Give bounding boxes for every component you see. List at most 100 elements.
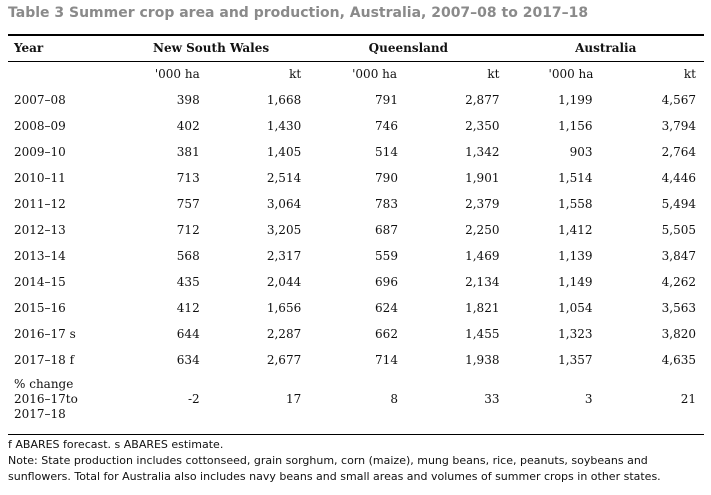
region-header-australia: Australia — [575, 41, 637, 55]
table-cell: 1,342 — [465, 145, 500, 159]
unit-prod-nsw: kt — [289, 67, 302, 81]
table-row: 2011–12 757 3,064 783 2,379 1,558 5,494 — [8, 191, 704, 217]
table-cell: 714 — [375, 353, 398, 367]
table-row: 2014–15 435 2,044 696 2,134 1,149 4,262 — [8, 269, 704, 295]
percent-change-row: % change 2016–17to 2017–18 -2 17 8 33 3 21 — [8, 373, 704, 425]
table-cell: 696 — [375, 275, 398, 289]
table-cell: 713 — [176, 171, 200, 185]
table-cell: 412 — [176, 301, 200, 315]
table-cell: 903 — [569, 145, 593, 159]
table-cell: 1,668 — [266, 93, 302, 107]
table-cell: 1,455 — [465, 327, 500, 341]
units-blank — [8, 61, 113, 87]
table-cell: 1,656 — [266, 301, 302, 315]
table-cell: 790 — [375, 171, 398, 185]
table-cell: 746 — [375, 119, 398, 133]
table-cell: 1,357 — [558, 353, 593, 367]
table-cell: 381 — [176, 145, 200, 159]
header-rule — [8, 61, 704, 62]
region-header-nsw: New South Wales — [153, 41, 270, 55]
table-row: 2009–10 381 1,405 514 1,342 903 2,764 — [8, 139, 704, 165]
table-row: 2013–14 568 2,317 559 1,469 1,139 3,847 — [8, 243, 704, 269]
table-cell: 757 — [176, 197, 200, 211]
table-cell: 662 — [375, 327, 398, 341]
percent-change-label-line: 2016–17to — [14, 391, 78, 406]
table-cell: 398 — [176, 93, 200, 107]
percent-change-cell: -2 — [188, 392, 200, 406]
table-cell: 3,205 — [266, 223, 302, 237]
table-cell: 3,847 — [661, 249, 696, 263]
bottom-rule — [8, 434, 704, 435]
region-header-qld: Queensland — [368, 41, 449, 55]
table-cell: 2,044 — [266, 275, 302, 289]
table-cell: 1,156 — [558, 119, 593, 133]
table-cell: 4,262 — [661, 275, 696, 289]
summer-crop-table: Year New South Wales Queensland Australi… — [8, 35, 704, 425]
table-cell: 5,505 — [661, 223, 696, 237]
table-cell: 2,287 — [266, 327, 302, 341]
percent-change-cell: 3 — [584, 392, 593, 406]
table-row: 2008–09 402 1,430 746 2,350 1,156 3,794 — [8, 113, 704, 139]
table-cell: 1,430 — [266, 119, 302, 133]
row-year: 2012–13 — [14, 223, 66, 237]
table-cell: 3,820 — [661, 327, 696, 341]
table-cell: 4,567 — [661, 93, 696, 107]
row-year: 2013–14 — [14, 249, 66, 263]
note-line-2: sunflowers. Total for Australia also inc… — [8, 470, 661, 483]
table-cell: 1,139 — [558, 249, 593, 263]
percent-change-cell: 8 — [390, 392, 398, 406]
top-rule — [8, 34, 704, 36]
table-row: 2017–18 f 634 2,677 714 1,938 1,357 4,635 — [8, 347, 704, 373]
unit-prod-qld: kt — [487, 67, 500, 81]
percent-change-label: % change 2016–17to 2017–18 — [8, 373, 113, 425]
table-cell: 2,134 — [465, 275, 500, 289]
table-cell: 2,677 — [266, 353, 302, 367]
table-cell: 1,323 — [558, 327, 593, 341]
percent-change-cell: 21 — [680, 392, 696, 406]
table-cell: 5,494 — [661, 197, 696, 211]
table-cell: 559 — [375, 249, 398, 263]
table-cell: 3,794 — [661, 119, 696, 133]
table-cell: 2,877 — [465, 93, 500, 107]
year-header: Year — [14, 41, 44, 55]
units-row: '000 ha kt '000 ha kt '000 ha kt — [8, 61, 704, 87]
table-cell: 791 — [375, 93, 398, 107]
unit-prod-aus: kt — [683, 67, 696, 81]
table-cell: 783 — [375, 197, 398, 211]
table-cell: 644 — [176, 327, 200, 341]
percent-change-label-line: 2017–18 — [14, 406, 66, 421]
footnote-text: f ABARES forecast. s ABARES estimate. — [8, 438, 224, 451]
table-cell: 687 — [375, 223, 398, 237]
row-year: 2015–16 — [14, 301, 66, 315]
row-year: 2007–08 — [14, 93, 66, 107]
unit-area-aus: '000 ha — [548, 67, 594, 81]
row-year: 2014–15 — [14, 275, 66, 289]
table-cell: 402 — [176, 119, 200, 133]
table-cell: 1,901 — [465, 171, 500, 185]
table-cell: 2,514 — [266, 171, 302, 185]
table-cell: 1,405 — [266, 145, 302, 159]
table-row: 2015–16 412 1,656 624 1,821 1,054 3,563 — [8, 295, 704, 321]
table-cell: 2,379 — [465, 197, 500, 211]
row-year: 2010–11 — [14, 171, 66, 185]
header-row: Year New South Wales Queensland Australi… — [8, 35, 704, 61]
table-cell: 435 — [176, 275, 200, 289]
row-year: 2016–17 s — [14, 327, 76, 341]
table-row: 2012–13 712 3,205 687 2,250 1,412 5,505 — [8, 217, 704, 243]
table-cell: 2,350 — [465, 119, 500, 133]
unit-area-nsw: '000 ha — [154, 67, 200, 81]
table-cell: 624 — [375, 301, 398, 315]
table-cell: 1,558 — [558, 197, 593, 211]
table-cell: 2,317 — [266, 249, 302, 263]
unit-area-qld: '000 ha — [352, 67, 398, 81]
table-cell: 1,938 — [465, 353, 500, 367]
table-cell: 568 — [176, 249, 200, 263]
row-year: 2008–09 — [14, 119, 66, 133]
table-row: 2010–11 713 2,514 790 1,901 1,514 4,446 — [8, 165, 704, 191]
table-cell: 1,821 — [465, 301, 500, 315]
table-row: 2016–17 s 644 2,287 662 1,455 1,323 3,820 — [8, 321, 704, 347]
table-cell: 712 — [176, 223, 200, 237]
table-notes: f ABARES forecast. s ABARES estimate. No… — [8, 437, 708, 485]
percent-change-cell: 17 — [285, 392, 302, 406]
row-year: 2011–12 — [14, 197, 66, 211]
